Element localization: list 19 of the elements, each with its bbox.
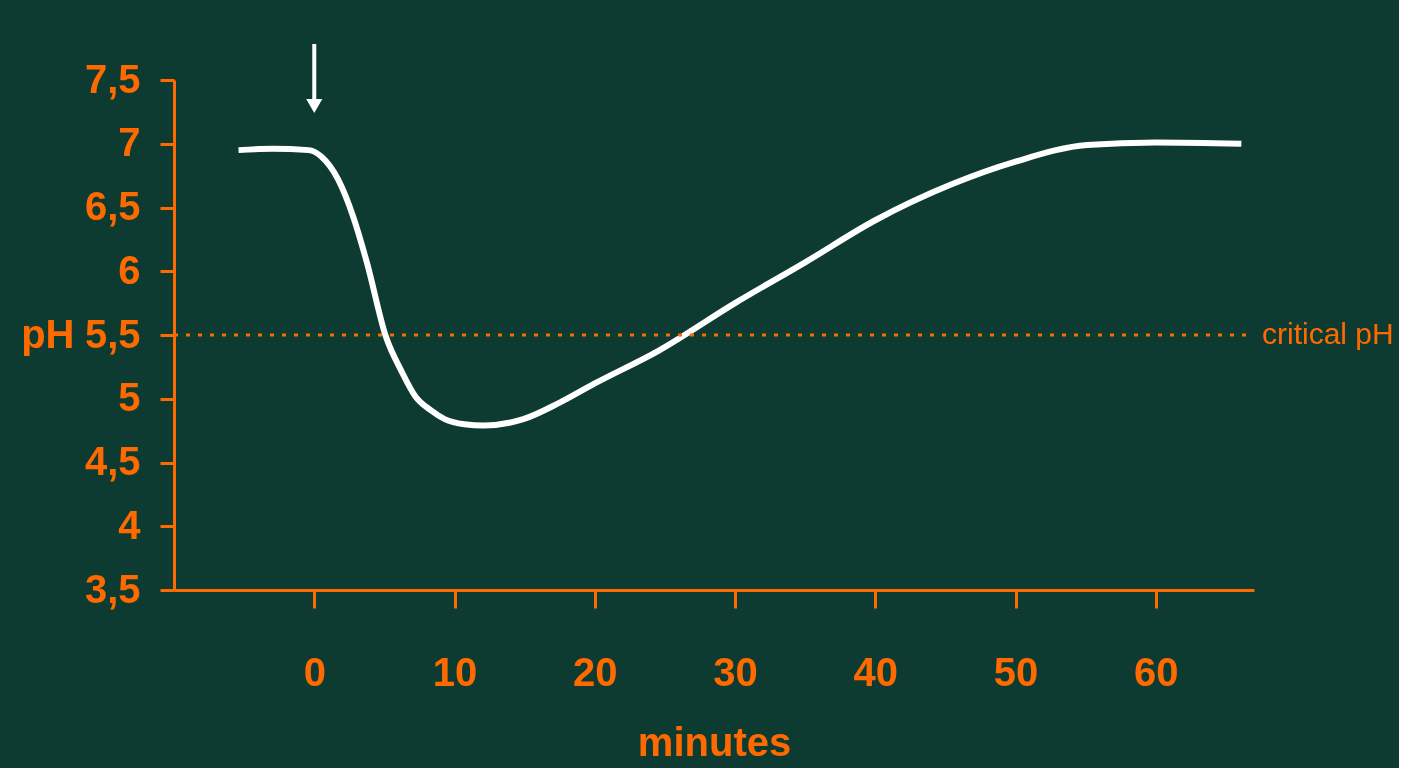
y-tick-label: 6 (118, 247, 141, 292)
x-tick-label: 40 (853, 649, 899, 694)
y-tick-label: 6,5 (84, 184, 141, 228)
ref-line-label: critical pH (1262, 317, 1394, 350)
x-tick-label: 20 (573, 649, 618, 694)
x-axis-title: minutes (637, 719, 792, 764)
y-axis-title: pH (21, 311, 75, 356)
x-tick-label: 50 (993, 649, 1039, 694)
x-tick-label: 10 (432, 649, 478, 694)
x-tick-label: 60 (1134, 649, 1179, 694)
y-tick-label: 3,5 (84, 566, 141, 611)
y-tick-label: 5 (118, 375, 141, 420)
y-tick-label: 7,5 (84, 56, 141, 101)
x-tick-label: 0 (303, 649, 326, 694)
x-tick-label: 30 (713, 649, 758, 694)
y-tick-label: 4 (118, 502, 142, 547)
y-tick-label: 7 (118, 120, 141, 165)
y-tick-label: 5,5 (84, 311, 141, 356)
y-tick-label: 4,5 (84, 439, 141, 483)
